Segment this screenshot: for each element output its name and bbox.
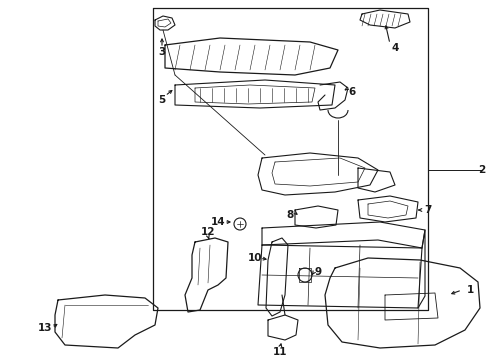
Text: 9: 9 — [315, 267, 321, 277]
Text: 5: 5 — [158, 95, 166, 105]
Text: 7: 7 — [424, 205, 432, 215]
Text: 6: 6 — [348, 87, 356, 97]
Text: 2: 2 — [478, 165, 486, 175]
Text: 4: 4 — [392, 43, 399, 53]
Text: 14: 14 — [211, 217, 225, 227]
Text: 1: 1 — [466, 285, 474, 295]
Text: 12: 12 — [201, 227, 215, 237]
Text: 3: 3 — [158, 47, 166, 57]
Text: 13: 13 — [38, 323, 52, 333]
Text: 10: 10 — [248, 253, 262, 263]
Text: 8: 8 — [286, 210, 294, 220]
Text: 11: 11 — [273, 347, 287, 357]
